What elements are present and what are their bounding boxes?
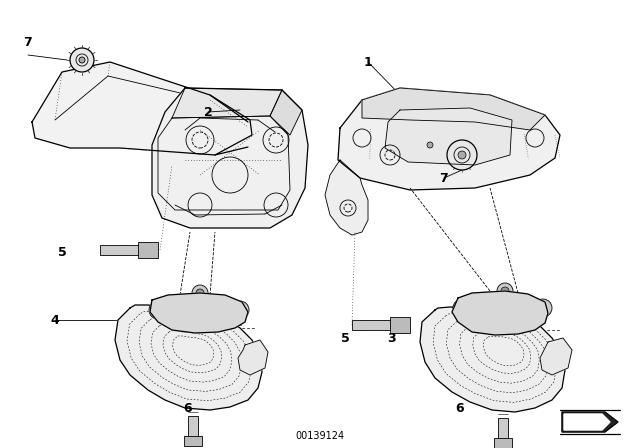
- FancyBboxPatch shape: [184, 436, 202, 446]
- Circle shape: [231, 301, 249, 319]
- FancyBboxPatch shape: [390, 317, 410, 333]
- Polygon shape: [420, 307, 565, 412]
- Circle shape: [447, 140, 477, 170]
- Circle shape: [149, 301, 167, 319]
- Polygon shape: [152, 88, 308, 228]
- Circle shape: [70, 48, 94, 72]
- Circle shape: [196, 289, 204, 297]
- Polygon shape: [452, 291, 548, 335]
- Text: 2: 2: [204, 105, 212, 119]
- FancyBboxPatch shape: [498, 418, 508, 440]
- Polygon shape: [385, 108, 512, 165]
- Text: 6: 6: [456, 401, 464, 414]
- Polygon shape: [150, 293, 248, 333]
- Polygon shape: [115, 305, 262, 410]
- FancyBboxPatch shape: [494, 438, 512, 448]
- Circle shape: [453, 299, 471, 317]
- Circle shape: [534, 299, 552, 317]
- Text: 00139124: 00139124: [296, 431, 344, 441]
- Polygon shape: [270, 90, 302, 135]
- Polygon shape: [564, 414, 610, 430]
- Polygon shape: [362, 88, 545, 130]
- Polygon shape: [338, 88, 560, 190]
- Text: 5: 5: [58, 246, 67, 258]
- Polygon shape: [32, 62, 252, 155]
- FancyBboxPatch shape: [138, 242, 158, 258]
- Polygon shape: [325, 160, 368, 235]
- Polygon shape: [562, 412, 618, 432]
- Circle shape: [427, 142, 433, 148]
- Circle shape: [458, 151, 466, 159]
- Polygon shape: [172, 88, 282, 118]
- Text: 6: 6: [184, 401, 192, 414]
- FancyBboxPatch shape: [352, 320, 394, 330]
- FancyBboxPatch shape: [100, 245, 142, 255]
- Circle shape: [501, 287, 509, 295]
- Polygon shape: [238, 340, 268, 375]
- Text: 4: 4: [51, 314, 60, 327]
- Circle shape: [497, 283, 513, 299]
- Circle shape: [192, 285, 208, 301]
- Text: 7: 7: [440, 172, 449, 185]
- FancyBboxPatch shape: [188, 416, 198, 438]
- Polygon shape: [540, 338, 572, 375]
- Text: 1: 1: [364, 56, 372, 69]
- Text: 5: 5: [340, 332, 349, 345]
- Text: 7: 7: [24, 35, 33, 48]
- Circle shape: [79, 57, 85, 63]
- Text: 3: 3: [388, 332, 396, 345]
